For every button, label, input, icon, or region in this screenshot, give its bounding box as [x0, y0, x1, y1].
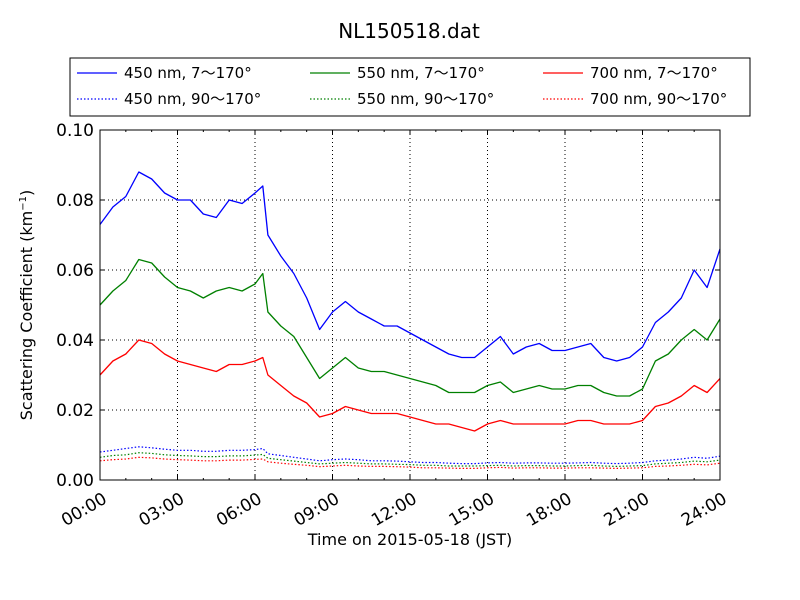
legend-label: 450 nm, 90～170°: [124, 90, 261, 108]
plot-background: [100, 130, 720, 480]
x-tick-label: 18:00: [523, 489, 575, 531]
series-line-0: [99, 171, 721, 362]
y-tick-label: 0.06: [56, 261, 94, 281]
legend-label: 550 nm, 7～170°: [357, 64, 485, 82]
x-tick-label: 09:00: [291, 489, 343, 531]
x-tick-label: 24:00: [678, 489, 730, 531]
legend-label: 700 nm, 7～170°: [590, 64, 718, 82]
y-axis-title-superscript: −1: [18, 196, 29, 211]
series-line-2: [99, 339, 721, 432]
legend-label: 450 nm, 7～170°: [124, 64, 252, 82]
plot-area: [99, 129, 721, 481]
legend: 450 nm, 7～170° 550 nm, 7～170° 700 nm, 7～17…: [69, 57, 751, 117]
x-tick-labels: 00:00 03:00 06:00 09:00 12:00 15:00 18:00 21:00…: [58, 489, 730, 531]
grid-lines: [100, 130, 720, 480]
legend-label: 550 nm, 90～170°: [357, 90, 494, 108]
y-axis-title-main: Scattering Coefficient (km: [17, 211, 36, 421]
axis-ticks: [99, 129, 721, 481]
x-tick-label: 12:00: [368, 489, 420, 531]
y-tick-label: 0.00: [56, 471, 94, 491]
x-tick-label: 06:00: [213, 489, 265, 531]
x-tick-label: 15:00: [446, 489, 498, 531]
y-tick-label: 0.04: [56, 331, 94, 351]
legend-label: 700 nm, 90～170°: [590, 90, 727, 108]
legend-frame: [69, 57, 751, 117]
x-tick-label: 00:00: [58, 489, 110, 531]
series-line-3: [99, 446, 721, 465]
y-axis-title: Scattering Coefficient (km−1): [17, 190, 36, 421]
series-line-1: [99, 258, 721, 397]
y-tick-labels: 0.00 0.02 0.04 0.06 0.08 0.10: [56, 121, 94, 491]
x-tick-label: 21:00: [601, 489, 653, 531]
series-line-4: [99, 452, 721, 467]
y-axis-title-close: ): [17, 190, 36, 196]
y-tick-label: 0.02: [56, 401, 94, 421]
series-line-5: [99, 456, 721, 469]
series-layer: [99, 171, 721, 469]
x-tick-label: 03:00: [136, 489, 188, 531]
y-tick-label: 0.08: [56, 191, 94, 211]
chart-title: NL150518.dat: [338, 19, 480, 43]
y-tick-label: 0.10: [56, 121, 94, 141]
x-axis-title: Time on 2015-05-18 (JST): [307, 530, 512, 549]
